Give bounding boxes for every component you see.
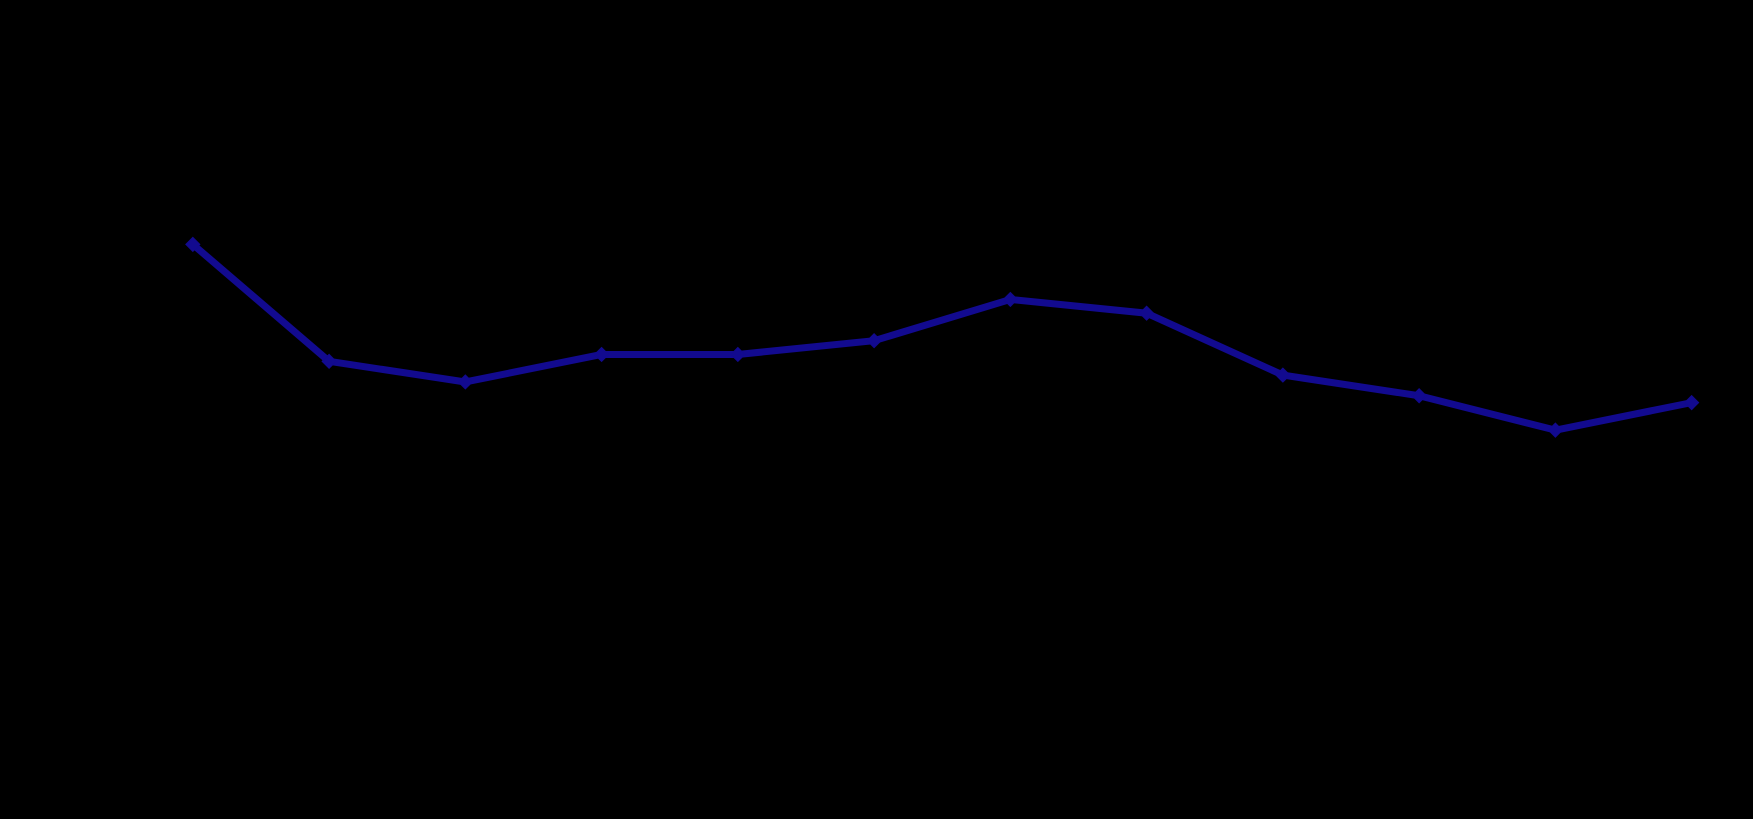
line-chart (0, 0, 1753, 819)
chart-background (0, 0, 1753, 819)
